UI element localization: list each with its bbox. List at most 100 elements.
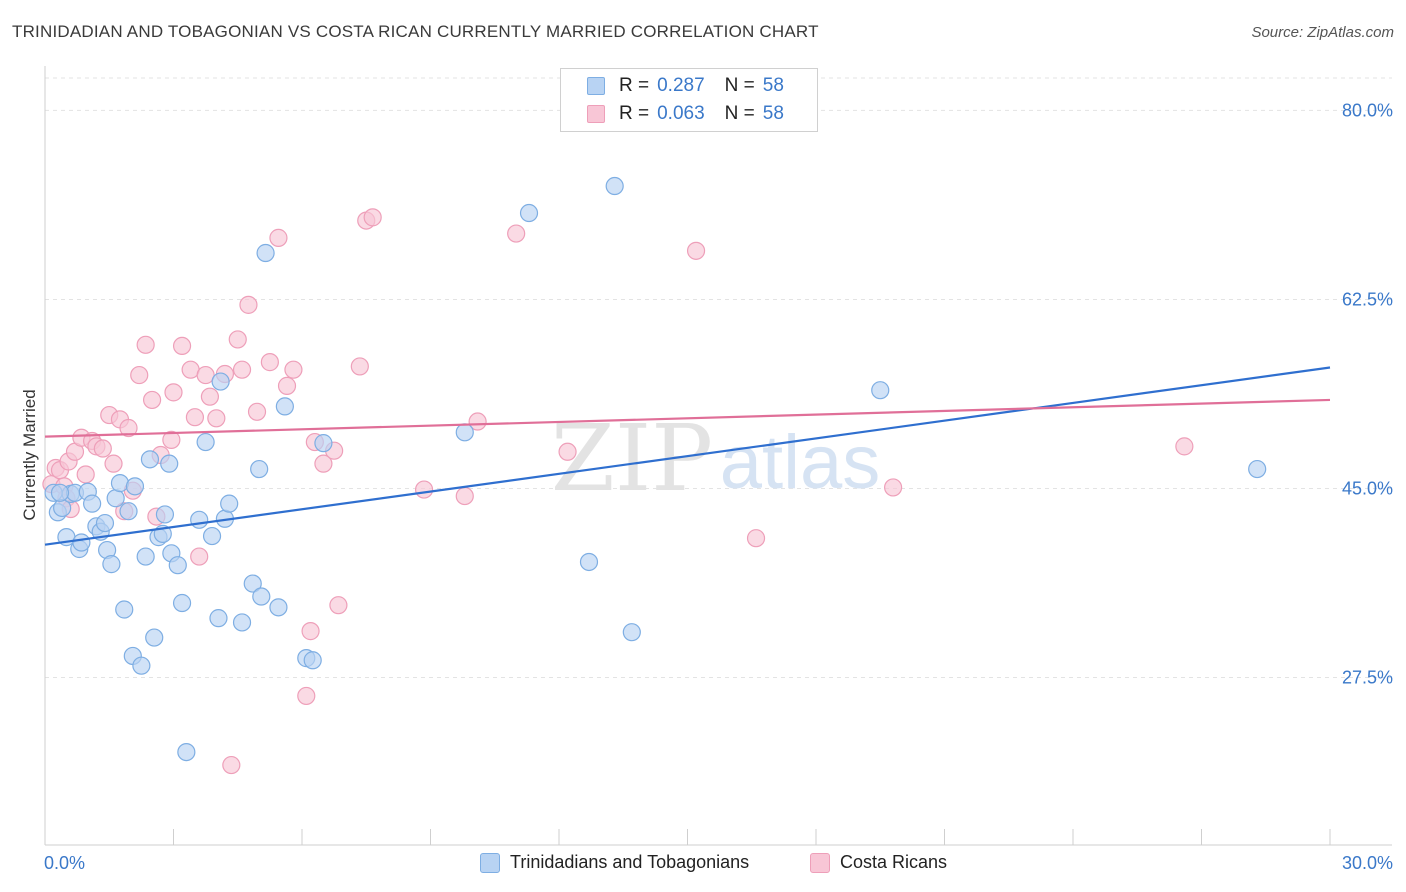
series-legend: Trinidadians and Tobagonians Costa Rican… — [0, 852, 1406, 878]
costa-rican-point — [196, 365, 215, 385]
trinidadian-point — [136, 547, 155, 566]
trinidadian-point — [252, 587, 271, 606]
series-swatch-blue — [480, 852, 500, 873]
trinidadian-point — [211, 372, 230, 391]
trinidadian-point — [579, 552, 599, 572]
trinidadian-point — [303, 651, 322, 670]
trinidadian-point — [232, 613, 252, 632]
trinidadian-point — [605, 176, 624, 196]
costa-rican-point — [207, 409, 226, 428]
x-tick-label: 30.0% — [1342, 853, 1393, 873]
trinidadian-point — [50, 483, 70, 502]
costa-rican-point — [284, 360, 303, 379]
costa-rican-point — [363, 208, 382, 227]
trinidadian-point — [119, 502, 138, 521]
costa-rican-point — [414, 480, 434, 499]
legend-n-label: N = — [724, 103, 755, 124]
legend-r-value: 0.063 — [657, 103, 705, 124]
y-tick-label: 27.5% — [1342, 668, 1393, 688]
series-legend-item-trinidadian[interactable]: Trinidadians and Tobagonians — [480, 852, 749, 873]
trinidadian-point — [455, 423, 474, 442]
trinidadian-point — [125, 477, 145, 496]
watermark-zip: ZIP — [551, 405, 713, 512]
legend-r-label: R = — [619, 75, 650, 96]
costa-rican-point — [301, 622, 320, 641]
costa-rican-point — [130, 365, 149, 385]
costa-rican-point — [746, 529, 766, 548]
costa-rican-point — [164, 383, 183, 402]
trinidadian-point — [106, 489, 125, 508]
legend-row-costa-rican: R = 0.063 N = 58 — [587, 102, 784, 126]
trinidadian-point — [160, 454, 179, 473]
trinidadian-point — [190, 510, 209, 529]
trinidadian-point — [72, 533, 91, 552]
trinidadian-point — [110, 474, 130, 493]
legend-r-value: 0.287 — [657, 75, 705, 96]
trinidadian-point — [155, 505, 175, 524]
trinidadian-point — [102, 555, 121, 574]
source-note: Source: ZipAtlas.com — [1251, 24, 1394, 41]
series-legend-item-costa-rican[interactable]: Costa Ricans — [810, 852, 947, 873]
trinidadian-point — [83, 494, 102, 513]
costa-rican-point — [558, 442, 577, 461]
costa-rican-point — [104, 454, 123, 473]
trinidadian-point — [243, 574, 262, 593]
trinidadian-point — [168, 556, 187, 575]
costa-rican-point — [297, 686, 316, 706]
legend-swatch-blue — [587, 77, 605, 95]
trinidadian-point — [209, 609, 228, 628]
series-legend-label: Trinidadians and Tobagonians — [510, 852, 750, 872]
trinidadian-point — [95, 513, 115, 533]
costa-rican-point — [260, 353, 279, 372]
costa-rican-trend-line — [44, 398, 1331, 438]
trinidadian-point — [140, 450, 160, 469]
legend-n-label: N = — [724, 75, 755, 96]
trinidadian-point — [132, 656, 151, 675]
trinidadian-point — [256, 243, 275, 263]
trinidadian-point — [115, 600, 134, 619]
costa-rican-point — [172, 336, 192, 356]
legend-r-label: R = — [619, 103, 650, 124]
costa-rican-point — [329, 596, 348, 615]
trinidadian-point — [172, 593, 192, 613]
series-swatch-pink — [810, 852, 830, 873]
tick-labels: 27.5% 45.0% 62.5% 80.0% 0.0% 30.0% — [44, 100, 1393, 873]
costa-rican-point — [686, 241, 706, 260]
axes — [44, 66, 1392, 846]
trend-lines — [44, 366, 1331, 546]
trinidadian-point — [622, 623, 641, 642]
costa-rican-point — [468, 412, 487, 431]
costa-rican-point — [136, 335, 155, 354]
costa-rican-point — [142, 390, 162, 410]
costa-rican-point — [455, 486, 474, 506]
costa-rican-point — [185, 408, 205, 427]
costa-rican-point — [228, 330, 247, 349]
costa-rican-point — [200, 387, 220, 406]
legend-swatch-pink — [587, 105, 605, 123]
trinidadian-point — [1248, 459, 1267, 479]
trinidadian-point — [196, 432, 215, 452]
costa-rican-point — [162, 430, 181, 449]
costa-rican-point — [190, 547, 209, 566]
y-tick-label: 80.0% — [1342, 100, 1393, 120]
trinidadian-point — [871, 381, 890, 400]
legend-row-trinidadian: R = 0.287 N = 58 — [587, 74, 784, 98]
trinidadian-point — [202, 526, 222, 546]
y-tick-label: 62.5% — [1342, 289, 1393, 309]
costa-rican-point — [119, 418, 138, 438]
costa-rican-point — [314, 454, 333, 473]
costa-rican-point — [93, 439, 112, 458]
correlation-legend: R = 0.287 N = 58 R = 0.063 N = 58 — [560, 68, 818, 132]
costa-rican-point — [76, 465, 95, 484]
trinidadian-point — [519, 203, 539, 223]
costa-rican-point — [232, 360, 252, 379]
trinidadian-point — [314, 434, 333, 453]
costa-rican-point — [883, 478, 903, 497]
trinidadian-point — [220, 494, 239, 513]
trinidadian-point — [275, 397, 294, 416]
trinidadian-point — [250, 459, 269, 479]
costa-rican-point — [1175, 437, 1194, 456]
costa-rican-point — [507, 224, 526, 243]
trinidadian-point — [269, 598, 288, 617]
